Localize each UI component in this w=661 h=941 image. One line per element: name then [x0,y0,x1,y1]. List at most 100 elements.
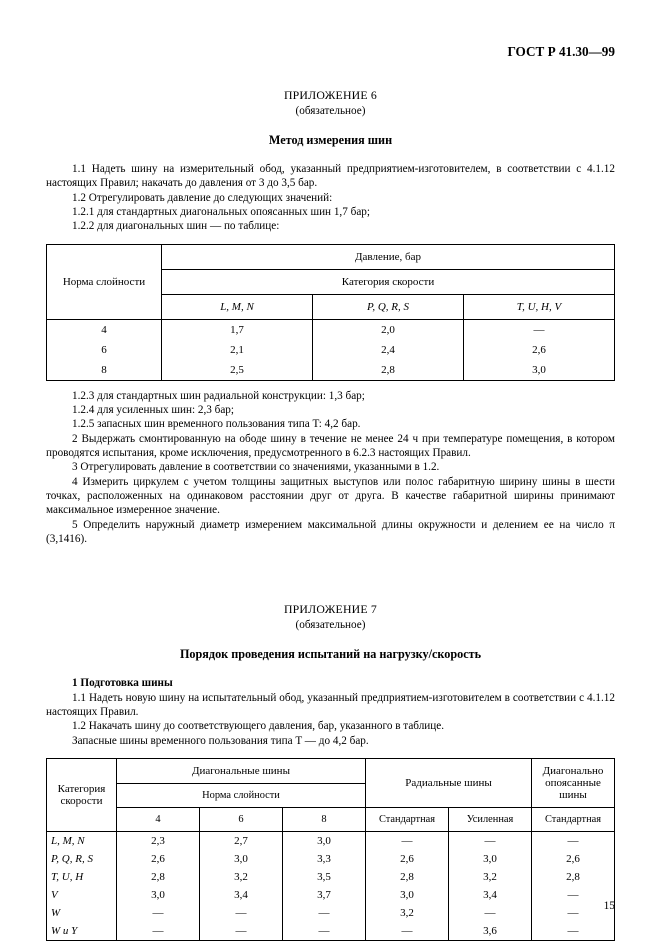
a7-table: Категория скорости Диагональные шины Рад… [46,758,615,941]
a7-val: — [532,831,615,850]
table-row: L, M, N2,32,73,0——— [47,831,615,850]
annex6-heading: Метод измерения шин [46,133,615,148]
table-row: W———3,2—— [47,904,615,922]
table-row: 4 1,7 2,0 — [47,319,615,340]
table-row: V3,03,43,73,03,4— [47,886,615,904]
a7-p-sub: Запасные шины временного пользования тип… [46,734,615,748]
a6-v: 2,8 [313,360,464,381]
a6-p-5: 5 Определить наружный диаметр измерением… [46,518,615,547]
a7-t-belt: Диагонально опоясанные шины [532,758,615,807]
a7-val: — [117,904,200,922]
a7-val: 2,6 [366,850,449,868]
a7-val: 3,0 [449,850,532,868]
a7-t-radcol: Усиленная [449,807,532,831]
page: ГОСТ Р 41.30—99 ПРИЛОЖЕНИЕ 6 (обязательн… [0,0,661,936]
a7-p-1-1: 1.1 Надеть новую шину на испытательный о… [46,691,615,720]
a7-val: 3,4 [200,886,283,904]
a7-val: 3,0 [283,831,366,850]
a7-t-beltcol: Стандартная [532,807,615,831]
a7-t-stub: Категория скорости [47,758,117,831]
a6-t-col: L, M, N [162,294,313,319]
table-row: T, U, H2,83,23,52,83,22,8 [47,868,615,886]
a6-t-pressure: Давление, бар [162,244,615,269]
a6-p-1-2-5: 1.2.5 запасных шин временного пользовани… [46,417,615,431]
a6-p-1-2-1: 1.2.1 для стандартных диагональных опояс… [46,205,615,219]
a6-t-col-text: L, M, N [220,301,254,313]
a6-v: 2,5 [162,360,313,381]
annex7-title: ПРИЛОЖЕНИЕ 7 [46,602,615,617]
a7-val: 3,2 [200,868,283,886]
a6-t-col: P, Q, R, S [313,294,464,319]
a7-t-rad: Радиальные шины [366,758,532,807]
table-row: P, Q, R, S2,63,03,32,63,02,6 [47,850,615,868]
a6-ply: 8 [47,360,162,381]
a7-val: 2,6 [532,850,615,868]
a6-t-category: Категория скорости [162,269,615,294]
a7-cat: V [47,886,117,904]
table-row: 8 2,5 2,8 3,0 [47,360,615,381]
a7-val: — [366,831,449,850]
a7-val: — [532,886,615,904]
a6-t-col: T, U, H, V [464,294,615,319]
a7-val: 2,3 [117,831,200,850]
a6-v: 3,0 [464,360,615,381]
a7-val: — [200,904,283,922]
a7-val: — [200,922,283,941]
a7-val: 3,0 [366,886,449,904]
a6-p-4: 4 Измерить циркулем с учетом толщины защ… [46,475,615,518]
a7-val: — [117,922,200,941]
a7-val: — [449,904,532,922]
a6-t-stub: Норма слойности [47,244,162,319]
a7-val: 2,8 [366,868,449,886]
document-id: ГОСТ Р 41.30—99 [46,44,615,60]
a6-v: 2,0 [313,319,464,340]
table-row: 6 2,1 2,4 2,6 [47,340,615,360]
a6-v: 2,6 [464,340,615,360]
annex6-subtitle: (обязательное) [46,105,615,117]
a7-cat: P, Q, R, S [47,850,117,868]
page-number: 15 [604,900,615,912]
a7-val: 3,0 [117,886,200,904]
a6-p-1-2-2: 1.2.2 для диагональных шин — по таблице: [46,219,615,233]
a6-v: 2,1 [162,340,313,360]
a6-p-1-2: 1.2 Отрегулировать давление до следующих… [46,191,615,205]
a7-t-plycol: 8 [283,807,366,831]
a6-p-3: 3 Отрегулировать давление в соответствии… [46,460,615,474]
a7-cat: L, M, N [47,831,117,850]
a6-ply: 6 [47,340,162,360]
a7-val: 3,2 [366,904,449,922]
annex7-subtitle: (обязательное) [46,619,615,631]
a7-sec1-head: 1 Подготовка шины [46,676,615,690]
annex6-title: ПРИЛОЖЕНИЕ 6 [46,88,615,103]
a7-val: 3,2 [449,868,532,886]
a7-val: 3,0 [200,850,283,868]
a6-ply: 4 [47,319,162,340]
a7-cat: W и Y [47,922,117,941]
a6-p-2: 2 Выдержать смонтированную на ободе шину… [46,432,615,461]
table-row: W и Y————3,6— [47,922,615,941]
a7-t-plycol: 6 [200,807,283,831]
a7-val: 3,7 [283,886,366,904]
a6-v: — [464,319,615,340]
a6-p-1-1: 1.1 Надеть шину на измерительный обод, у… [46,162,615,191]
a7-val: — [532,922,615,941]
a6-p-1-2-4: 1.2.4 для усиленных шин: 2,3 бар; [46,403,615,417]
a7-t-radcol: Стандартная [366,807,449,831]
a7-cat: T, U, H [47,868,117,886]
a7-val: 2,7 [200,831,283,850]
a7-val: 3,4 [449,886,532,904]
annex7-heading: Порядок проведения испытаний на нагрузку… [46,647,615,662]
a6-table: Норма слойности Давление, бар Категория … [46,244,615,381]
a6-p-1-2-3: 1.2.3 для стандартных шин радиальной кон… [46,389,615,403]
a7-t-ply: Норма слойности [117,783,366,807]
a6-t-col-text: T, U, H, V [517,301,561,313]
a7-val: 3,3 [283,850,366,868]
a7-val: 2,8 [117,868,200,886]
a6-v: 1,7 [162,319,313,340]
a7-val: — [366,922,449,941]
a7-p-1-2: 1.2 Накачать шину до соответствующего да… [46,719,615,733]
a7-t-plycol: 4 [117,807,200,831]
a6-v: 2,4 [313,340,464,360]
a7-val: 2,8 [532,868,615,886]
a7-val: 3,6 [449,922,532,941]
